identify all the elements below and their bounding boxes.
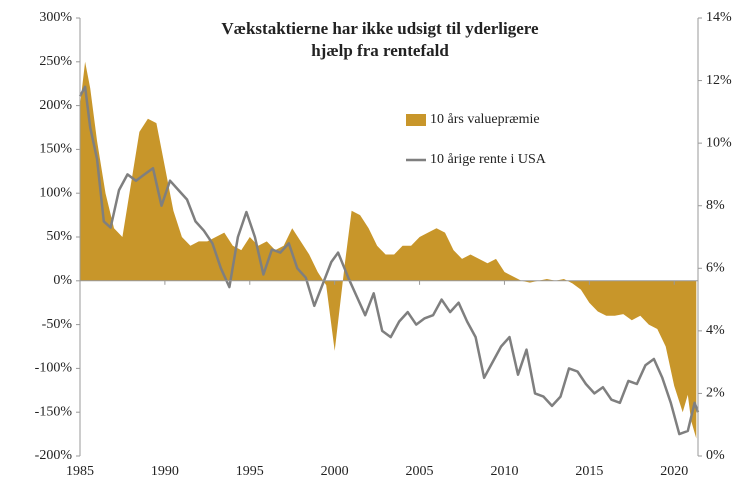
line [78, 85, 700, 436]
chart-title: hjælp fra rentefald [311, 41, 449, 60]
y2-tick-label: 0% [706, 448, 725, 463]
x-tick-label: 2000 [321, 464, 349, 479]
x-tick-label: 1990 [151, 464, 179, 479]
y2-tick-label: 6% [706, 261, 725, 276]
chart-title: Vækstaktierne har ikke udsigt til yderli… [221, 19, 539, 38]
x-tick-label: 1995 [236, 464, 264, 479]
legend-label: 10 årige rente i USA [430, 152, 547, 167]
y2-tick-label: 4% [706, 323, 725, 338]
x-tick-label: 2020 [660, 464, 688, 479]
y-tick-label: -50% [42, 317, 73, 332]
y-tick-label: -200% [35, 448, 73, 463]
y-tick-label: 150% [39, 142, 72, 157]
y-tick-label: -150% [35, 404, 73, 419]
area [80, 61, 697, 439]
y-tick-label: 50% [46, 229, 72, 244]
x-tick-label: 2005 [406, 464, 434, 479]
y2-tick-label: 2% [706, 386, 725, 401]
y-tick-label: 300% [39, 10, 72, 25]
y-tick-label: 100% [39, 185, 72, 200]
x-tick-label: 2015 [575, 464, 603, 479]
legend-label: 10 års valuepræmie [430, 112, 540, 127]
y2-tick-label: 12% [706, 73, 732, 88]
y-tick-label: 0% [53, 273, 72, 288]
y-tick-label: -100% [35, 361, 73, 376]
x-tick-label: 2010 [490, 464, 518, 479]
x-tick-label: 1985 [66, 464, 94, 479]
y2-tick-label: 10% [706, 135, 732, 150]
legend-swatch [406, 114, 426, 126]
y2-tick-label: 8% [706, 198, 725, 213]
y-tick-label: 200% [39, 98, 72, 113]
y2-tick-label: 14% [706, 10, 732, 25]
y-tick-label: 250% [39, 54, 72, 69]
